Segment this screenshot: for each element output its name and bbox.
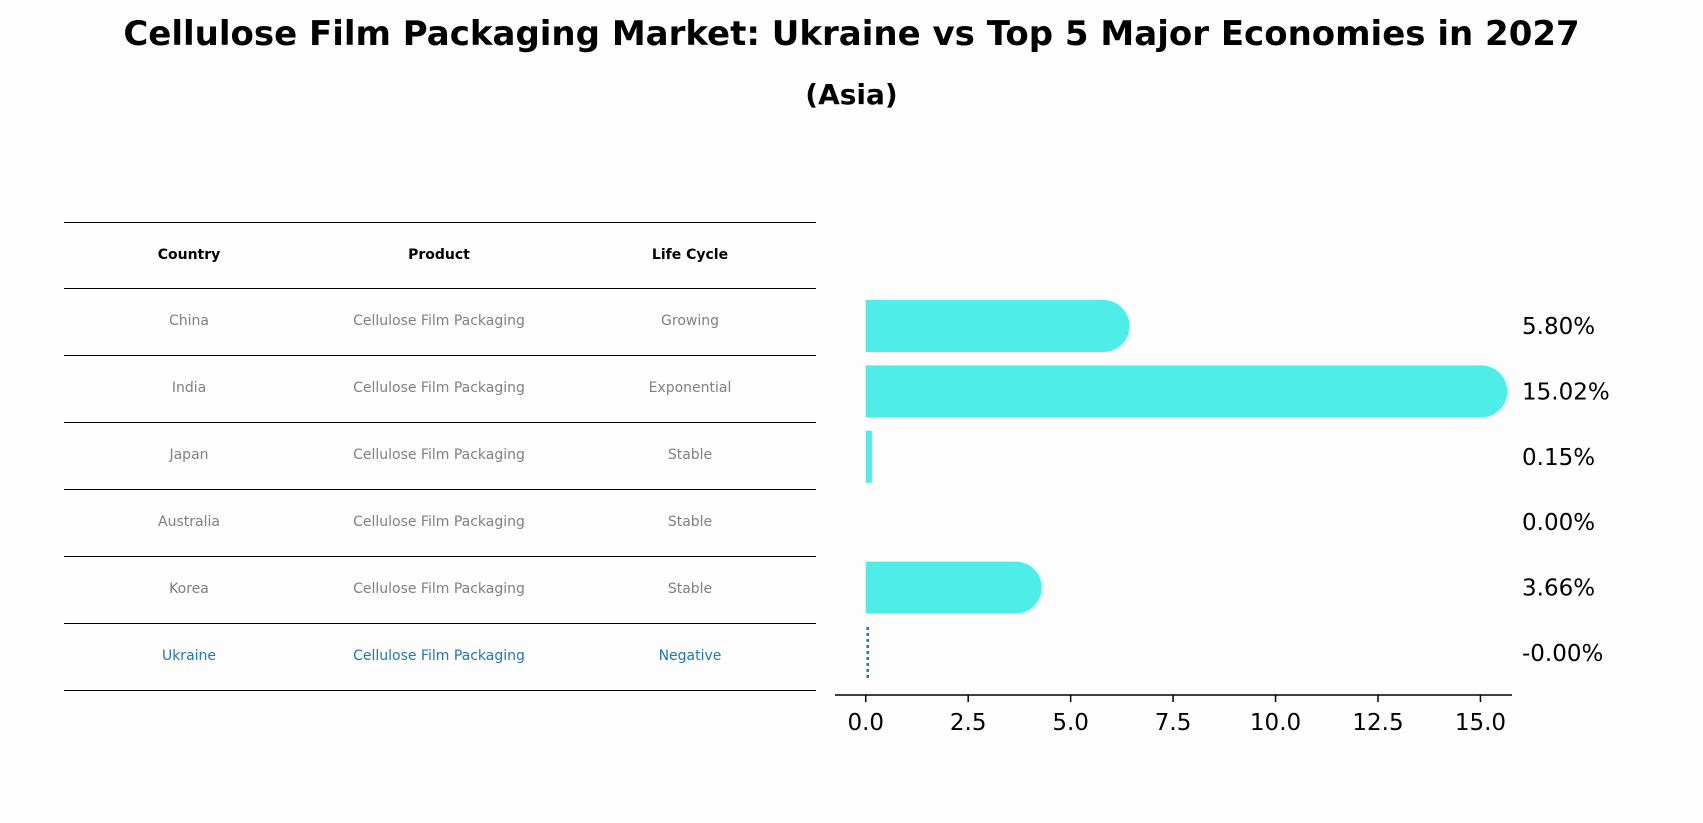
bar-korea bbox=[865, 561, 1042, 614]
table-rule bbox=[64, 690, 816, 691]
table-row-highlighted: Ukraine Cellulose Film Packaging Negativ… bbox=[64, 623, 816, 689]
header-product: Product bbox=[408, 247, 470, 263]
cell-product: Cellulose Film Packaging bbox=[353, 380, 525, 396]
table-rule bbox=[64, 222, 816, 223]
table-header-row: Country Product Life Cycle bbox=[64, 222, 816, 288]
cell-life-cycle: Exponential bbox=[648, 380, 732, 396]
x-tick-label: 5.0 bbox=[1052, 710, 1089, 736]
header-country: Country bbox=[157, 247, 221, 263]
table-rule bbox=[64, 489, 816, 490]
x-tick-label: 0.0 bbox=[847, 710, 884, 736]
value-label: 0.00% bbox=[1522, 510, 1595, 536]
header-life-cycle: Life Cycle bbox=[651, 247, 729, 263]
value-label: 3.66% bbox=[1522, 576, 1595, 602]
x-tick-label: 10.0 bbox=[1250, 710, 1301, 736]
cell-life-cycle: Growing bbox=[661, 313, 719, 329]
value-label: 5.80% bbox=[1522, 314, 1595, 340]
cell-country: China bbox=[169, 313, 209, 329]
cell-life-cycle: Stable bbox=[667, 447, 713, 463]
bar-india bbox=[865, 365, 1508, 418]
cell-country: Japan bbox=[169, 447, 209, 463]
chart-subtitle: (Asia) bbox=[805, 78, 898, 111]
table-row: India Cellulose Film Packaging Exponenti… bbox=[64, 355, 816, 421]
x-tick-label: 2.5 bbox=[950, 710, 987, 736]
cell-product: Cellulose Film Packaging bbox=[353, 447, 525, 463]
cell-life-cycle: Negative bbox=[658, 648, 722, 664]
x-tick-label: 7.5 bbox=[1155, 710, 1192, 736]
cell-product: Cellulose Film Packaging bbox=[353, 313, 525, 329]
value-label: -0.00% bbox=[1522, 641, 1603, 667]
cell-life-cycle: Stable bbox=[667, 581, 713, 597]
bar-japan bbox=[865, 430, 872, 483]
cell-country: Australia bbox=[158, 514, 220, 530]
table-rule bbox=[64, 422, 816, 423]
table-row: Australia Cellulose Film Packaging Stabl… bbox=[64, 489, 816, 555]
x-tick-label: 15.0 bbox=[1455, 710, 1506, 736]
table-row: Korea Cellulose Film Packaging Stable bbox=[64, 556, 816, 622]
cell-country: India bbox=[171, 380, 207, 396]
table-row: Japan Cellulose Film Packaging Stable bbox=[64, 422, 816, 488]
cell-product: Cellulose Film Packaging bbox=[353, 648, 525, 664]
bar-china bbox=[865, 300, 1130, 352]
cell-product: Cellulose Film Packaging bbox=[353, 514, 525, 530]
value-label: 15.02% bbox=[1522, 379, 1610, 405]
chart-title: Cellulose Film Packaging Market: Ukraine… bbox=[123, 14, 1580, 54]
x-tick-label: 12.5 bbox=[1352, 710, 1403, 736]
table-rule bbox=[64, 288, 816, 289]
cell-country: Korea bbox=[169, 581, 209, 597]
cell-product: Cellulose Film Packaging bbox=[353, 581, 525, 597]
cell-life-cycle: Stable bbox=[667, 514, 713, 530]
table-rule bbox=[64, 355, 816, 356]
value-label: 0.15% bbox=[1522, 445, 1595, 471]
cell-country: Ukraine bbox=[161, 648, 217, 664]
table-rule bbox=[64, 556, 816, 557]
table-row: China Cellulose Film Packaging Growing bbox=[64, 288, 816, 354]
table-rule bbox=[64, 623, 816, 624]
